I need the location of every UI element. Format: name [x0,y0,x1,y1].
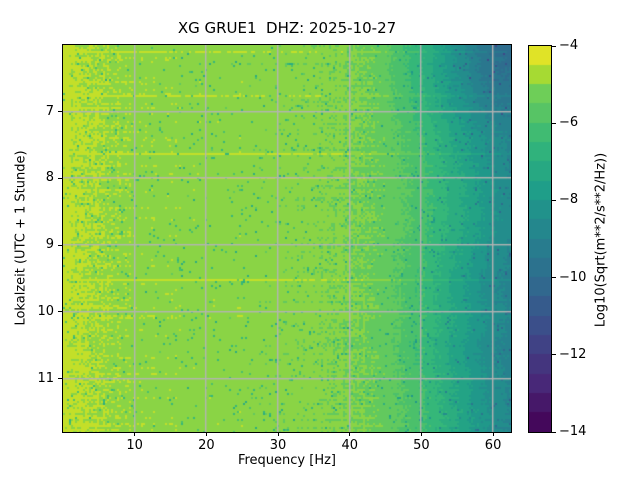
colorbar-tick-mark [552,199,556,201]
y-tick-label: 10 [37,303,54,319]
colorbar-tick-mark [552,431,556,433]
colorbar-tick-mark [552,122,556,124]
y-tick-mark [58,311,62,313]
colorbar-tick-mark [552,45,556,47]
x-tick-label: 20 [198,438,215,453]
spectrogram-image [63,45,511,432]
colorbar-tick-label: −8 [559,192,579,208]
x-tick-label: 40 [341,438,358,453]
colorbar-tick-label: −6 [559,115,579,131]
x-tick-mark [349,432,351,436]
x-tick-mark [205,432,207,436]
y-tick-mark [58,177,62,179]
colorbar-tick-label: −14 [559,424,587,439]
colorbar-tick-label: −4 [559,38,579,53]
x-tick-label: 50 [413,438,430,453]
y-tick-mark [58,111,62,113]
x-tick-mark [277,432,279,436]
colorbar-tick-label: −10 [559,269,587,285]
y-tick-mark [58,244,62,246]
colorbar-tick-label: −12 [559,346,587,362]
y-tick-label: 8 [45,170,54,186]
colorbar-tick-mark [552,354,556,356]
y-tick-label: 11 [37,370,54,386]
x-axis-label: Frequency [Hz] [237,453,337,468]
colorbar-gradient [529,46,551,432]
y-tick-label: 7 [45,103,54,119]
spectrogram-plot [62,44,512,433]
colorbar-tick-mark [552,277,556,279]
chart-title: XG GRUE1 DHZ: 2025-10-27 [177,19,397,37]
colorbar-label: Log10(Sqrt(m**2/s**2/Hz)) [593,152,609,328]
x-tick-mark [134,432,136,436]
colorbar [528,45,552,433]
x-tick-mark [492,432,494,436]
x-tick-mark [420,432,422,436]
y-tick-mark [58,378,62,380]
y-tick-label: 9 [45,237,54,253]
x-tick-label: 60 [484,438,502,453]
x-tick-label: 30 [269,438,287,453]
x-tick-label: 10 [126,438,143,453]
